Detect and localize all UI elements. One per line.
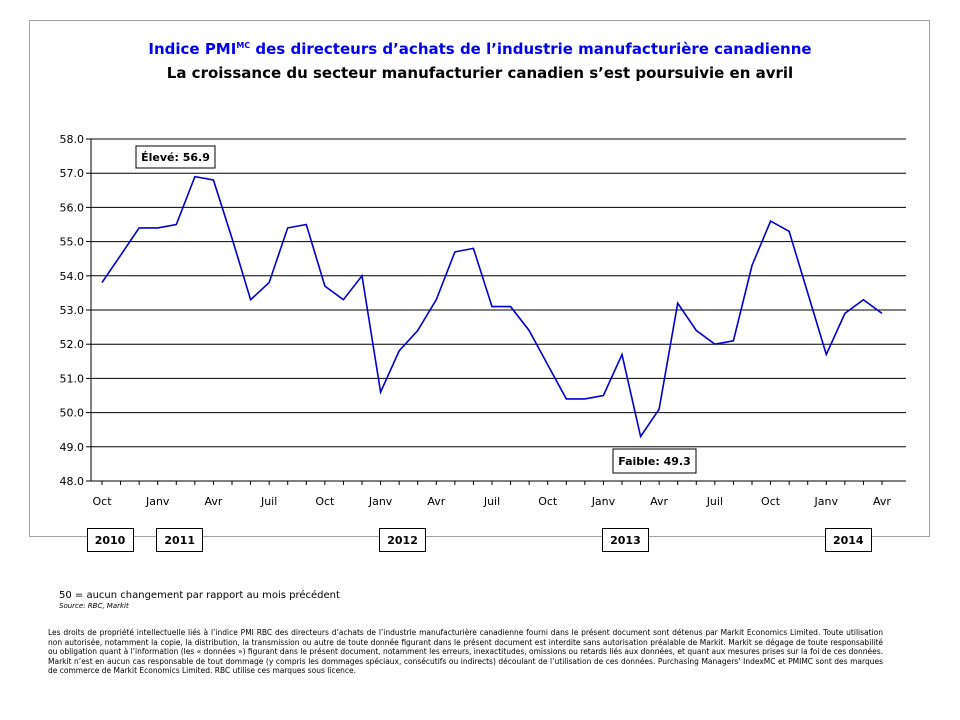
chart-title: Indice PMIMC des directeurs d’achats de … (148, 40, 812, 58)
annotation-label: Faible: 49.3 (618, 455, 691, 468)
year-label-2011: 2011 (156, 528, 204, 552)
y-tick-label: 51.0 (60, 372, 85, 385)
source-note: Source: RBC, Markit (59, 602, 129, 610)
year-label-2010: 2010 (86, 528, 134, 552)
chart-subtitle: La croissance du secteur manufacturier c… (166, 64, 794, 82)
x-tick-label: Avr (427, 495, 445, 508)
x-tick-label: Juil (483, 495, 500, 508)
x-tick-label: Avr (873, 495, 891, 508)
y-tick-label: 53.0 (60, 304, 85, 317)
x-tick-label: Avr (650, 495, 668, 508)
x-tick-label: Oct (538, 495, 558, 508)
y-tick-label: 48.0 (60, 475, 85, 488)
x-tick-label: Avr (204, 495, 222, 508)
x-tick-label: Janv (591, 495, 616, 508)
y-tick-label: 55.0 (60, 236, 85, 249)
y-tick-label: 54.0 (60, 270, 85, 283)
annotation-box (135, 145, 216, 169)
chart-frame (29, 20, 930, 537)
y-tick-label: 52.0 (60, 338, 85, 351)
x-tick-label: Oct (761, 495, 781, 508)
y-tick-label: 57.0 (60, 167, 85, 180)
year-label-2013: 2013 (601, 528, 649, 552)
footnote: 50 = aucun changement par rapport au moi… (59, 590, 340, 601)
x-tick-label: Janv (145, 495, 170, 508)
disclaimer: Les droits de propriété intellectuelle l… (48, 628, 883, 675)
x-tick-label: Janv (814, 495, 839, 508)
x-tick-label: Oct (92, 495, 112, 508)
y-tick-label: 56.0 (60, 201, 85, 214)
y-tick-label: 58.0 (60, 133, 85, 146)
y-tick-label: 50.0 (60, 407, 85, 420)
series-line (101, 175, 883, 439)
x-tick-label: Juil (706, 495, 723, 508)
year-label-2012: 2012 (379, 528, 427, 552)
x-tick-label: Juil (260, 495, 277, 508)
x-tick-label: Oct (315, 495, 335, 508)
annotation-label: Élevé: 56.9 (141, 151, 210, 164)
year-label-2014: 2014 (824, 528, 872, 552)
x-tick-label: Janv (368, 495, 393, 508)
y-tick-label: 49.0 (60, 441, 85, 454)
annotation-box (612, 448, 697, 474)
